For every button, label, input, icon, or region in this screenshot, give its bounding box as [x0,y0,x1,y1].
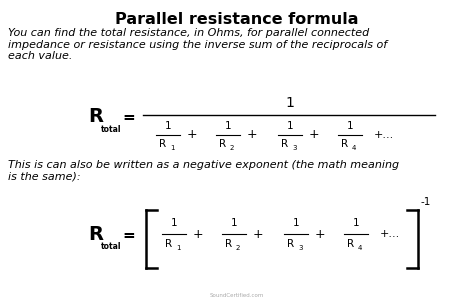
Text: impedance or resistance using the inverse sum of the reciprocals of: impedance or resistance using the invers… [8,40,387,50]
Text: total: total [101,242,121,251]
Text: $\mathbf{R}$: $\mathbf{R}$ [88,224,105,244]
Text: R: R [287,239,294,249]
Text: +: + [309,129,319,141]
Text: +: + [315,227,325,240]
Text: Parallel resistance formula: Parallel resistance formula [115,12,359,27]
Text: 1: 1 [292,218,299,228]
Text: 1: 1 [353,218,359,228]
Text: is the same):: is the same): [8,171,81,181]
Text: 1: 1 [164,121,171,131]
Text: each value.: each value. [8,51,73,61]
Text: +...: +... [374,130,394,140]
Text: R: R [165,239,172,249]
Text: -1: -1 [421,197,431,207]
Text: 1: 1 [170,145,174,151]
Text: =: = [122,227,135,243]
Text: SoundCertified.com: SoundCertified.com [210,293,264,298]
Text: R: R [159,139,166,149]
Text: 1: 1 [171,218,177,228]
Text: 2: 2 [236,245,240,251]
Text: +: + [253,227,264,240]
Text: 4: 4 [352,145,356,151]
Text: 1: 1 [287,121,293,131]
Text: R: R [347,239,354,249]
Text: This is can also be written as a negative exponent (the math meaning: This is can also be written as a negativ… [8,160,399,170]
Text: R: R [341,139,348,149]
Text: =: = [122,110,135,126]
Text: 4: 4 [358,245,363,251]
Text: 2: 2 [230,145,234,151]
Text: total: total [101,125,121,134]
Text: R: R [225,239,232,249]
Text: You can find the total resistance, in Ohms, for parallel connected: You can find the total resistance, in Oh… [8,28,369,38]
Text: 1: 1 [285,96,294,110]
Text: R: R [281,139,288,149]
Text: 1: 1 [231,218,237,228]
Text: 1: 1 [225,121,231,131]
Text: 1: 1 [346,121,353,131]
Text: +: + [193,227,203,240]
Text: 3: 3 [292,145,297,151]
Text: 3: 3 [298,245,302,251]
Text: 1: 1 [176,245,181,251]
Text: $\mathbf{R}$: $\mathbf{R}$ [88,108,105,126]
Text: R: R [219,139,226,149]
Text: +: + [187,129,197,141]
Text: +...: +... [380,229,400,239]
Text: +: + [246,129,257,141]
